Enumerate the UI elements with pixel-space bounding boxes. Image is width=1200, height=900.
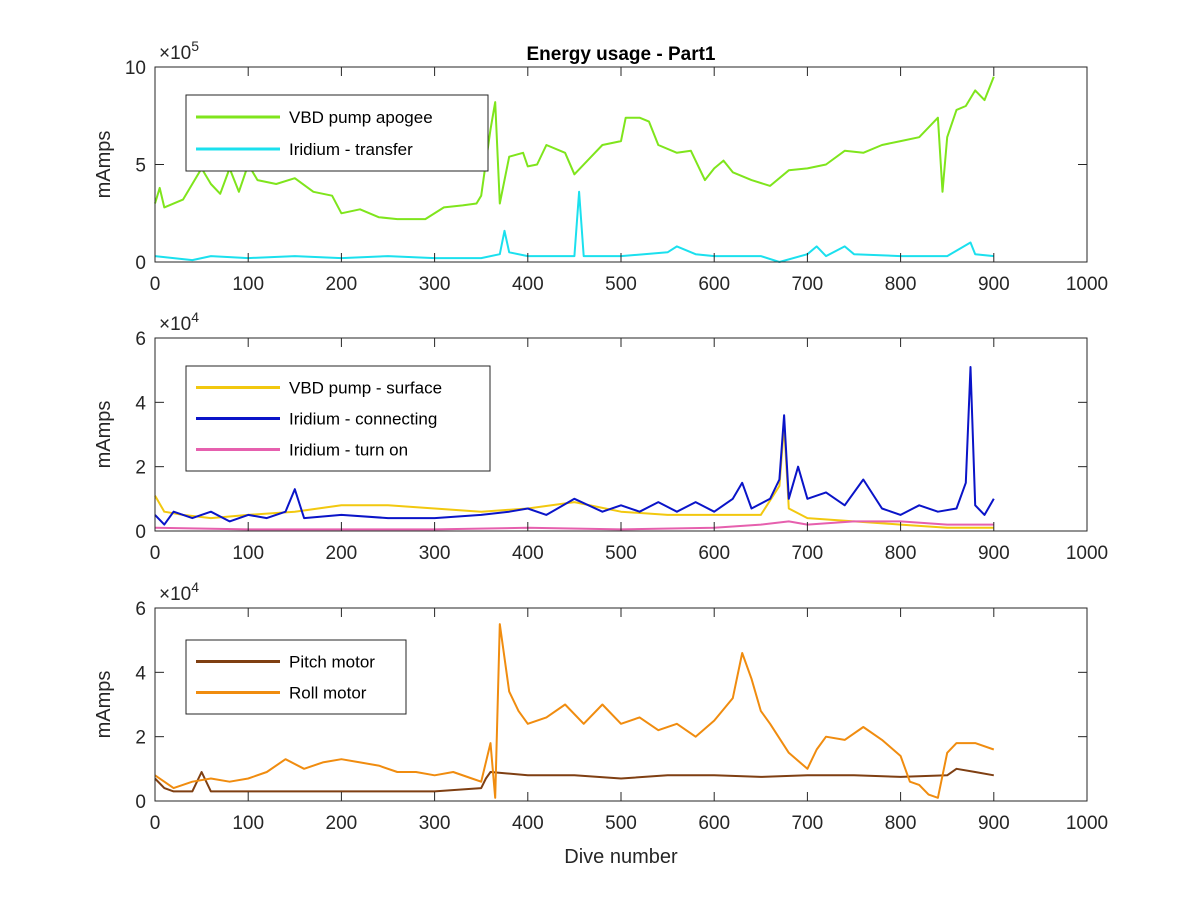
x-tick-label: 600 [698, 813, 730, 834]
series-line-1 [154, 767, 994, 793]
series-line-1 [154, 76, 995, 221]
x-tick-label: 800 [885, 274, 917, 295]
x-tick-label: 600 [698, 543, 730, 564]
x-tick-label: 700 [792, 813, 824, 834]
legend-box [185, 94, 489, 172]
x-tick-label: 100 [232, 543, 264, 564]
y-exponent-label: ×104 [159, 579, 199, 605]
x-tick-label: 300 [419, 813, 451, 834]
x-tick-label: 400 [512, 813, 544, 834]
y-exponent-label: ×105 [159, 38, 199, 64]
y-tick-label: 4 [135, 663, 146, 684]
series-line-1 [154, 423, 994, 529]
legend-label-1: Pitch motor [289, 653, 375, 672]
y-axis-label: mAmps [93, 401, 115, 469]
legend-label-1: VBD pump apogee [289, 108, 433, 127]
subplot-1: 0 100 200 300 400 500 600 700 800 900 10000510×105… [93, 38, 1108, 295]
legend: VBD pump - surface Iridium - connecting Ir… [185, 365, 491, 472]
x-tick-label: 200 [326, 813, 358, 834]
legend-box [185, 639, 407, 715]
legend: Pitch motor Roll motor [185, 639, 407, 715]
x-tick-label: 700 [792, 274, 824, 295]
x-tick-label: 500 [605, 813, 637, 834]
legend-label-3: Iridium - turn on [289, 441, 408, 460]
x-tick-label: 100 [232, 813, 264, 834]
x-tick-label: 900 [978, 813, 1010, 834]
y-tick-label: 0 [135, 522, 146, 543]
legend-label-2: Roll motor [289, 684, 367, 703]
x-tick-label: 900 [978, 543, 1010, 564]
series-line-2 [154, 623, 995, 799]
y-tick-label: 0 [135, 792, 146, 813]
x-tick-label: 0 [150, 813, 161, 834]
y-tick-label: 2 [135, 728, 146, 749]
y-exponent: 4 [191, 579, 199, 595]
y-axis-label: mAmps [93, 671, 115, 739]
x-tick-label: 500 [605, 543, 637, 564]
x-tick-label: 400 [512, 543, 544, 564]
x-tick-label: 300 [419, 274, 451, 295]
y-tick-label: 6 [135, 329, 146, 350]
x-tick-label: 0 [150, 274, 161, 295]
y-tick-label: 10 [125, 58, 146, 79]
x-tick-label: 700 [792, 543, 824, 564]
series-line-2 [154, 366, 995, 526]
chart-title: Energy usage - Part1 [526, 44, 715, 65]
x-tick-label: 1000 [1066, 274, 1108, 295]
series-line-3 [154, 520, 994, 531]
y-multiplier: ×10 [159, 584, 191, 605]
x-tick-label: 1000 [1066, 813, 1108, 834]
x-tick-label: 200 [326, 274, 358, 295]
subplot-2: 0 100 200 300 400 500 600 700 800 900 10000246×104… [93, 309, 1108, 564]
y-tick-label: 0 [135, 253, 146, 274]
x-tick-label: 400 [512, 274, 544, 295]
legend-label-2: Iridium - connecting [289, 410, 437, 429]
x-tick-label: 100 [232, 274, 264, 295]
y-exponent: 5 [191, 38, 199, 54]
y-tick-label: 5 [135, 156, 146, 177]
subplot-3: 0 100 200 300 400 500 600 700 800 900 10000246×104… [93, 579, 1108, 868]
y-axis-label: mAmps [93, 131, 115, 199]
y-tick-label: 4 [135, 393, 146, 414]
x-tick-label: 800 [885, 543, 917, 564]
legend: VBD pump apogee Iridium - transfer [185, 94, 489, 172]
x-tick-label: 500 [605, 274, 637, 295]
y-tick-label: 2 [135, 458, 146, 479]
legend-label-1: VBD pump - surface [289, 379, 442, 398]
y-multiplier: ×10 [159, 43, 191, 64]
x-tick-label: 900 [978, 274, 1010, 295]
x-tick-label: 200 [326, 543, 358, 564]
y-tick-label: 6 [135, 599, 146, 620]
x-tick-label: 600 [698, 274, 730, 295]
y-exponent-label: ×104 [159, 309, 199, 335]
y-multiplier: ×10 [159, 314, 191, 335]
y-exponent: 4 [191, 309, 199, 325]
x-axis-label: Dive number [564, 846, 678, 868]
x-tick-label: 300 [419, 543, 451, 564]
x-tick-label: 800 [885, 813, 917, 834]
legend-label-2: Iridium - transfer [289, 140, 413, 159]
subplots: 0 100 200 300 400 500 600 700 800 900 10000510×105… [93, 38, 1108, 868]
x-tick-label: 0 [150, 543, 161, 564]
x-tick-label: 1000 [1066, 543, 1108, 564]
series-line-2 [154, 190, 994, 263]
